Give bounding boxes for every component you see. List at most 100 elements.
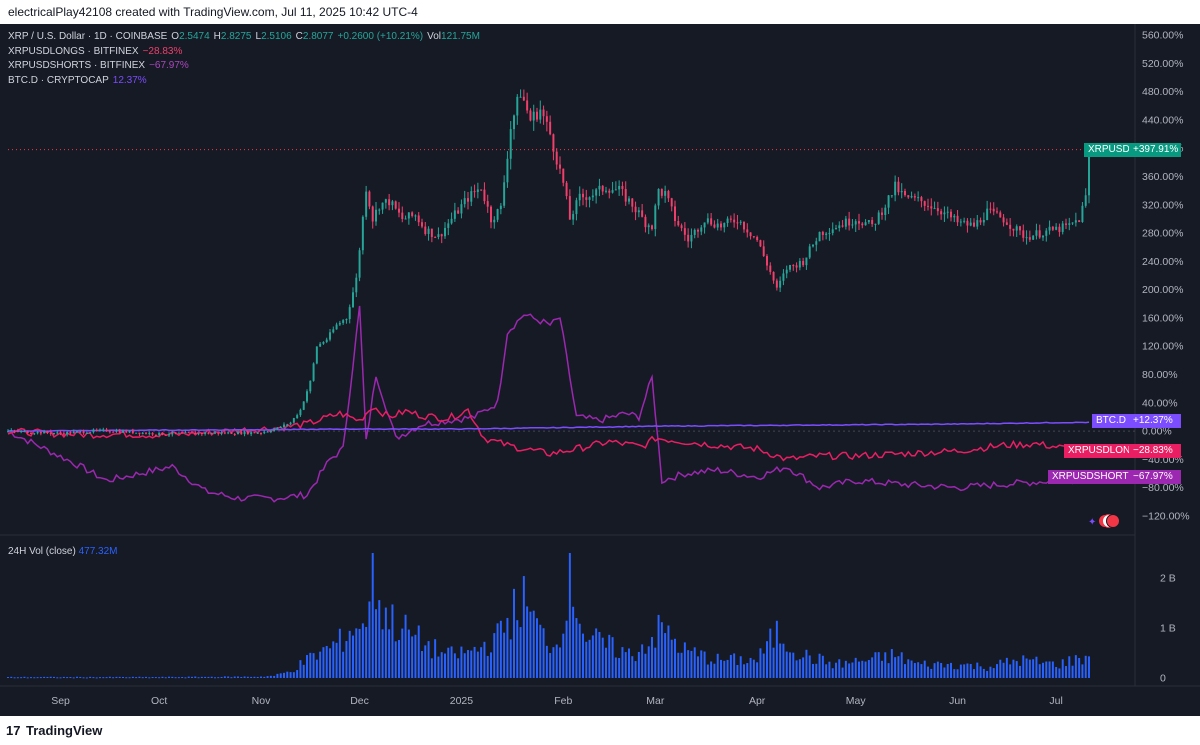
volume-bar bbox=[174, 677, 177, 679]
candle bbox=[1028, 237, 1031, 240]
volume-bar bbox=[1038, 664, 1041, 678]
tag-btcd-name: BTC.D bbox=[1092, 414, 1130, 428]
candle bbox=[851, 224, 854, 226]
volume-bar bbox=[1048, 661, 1051, 678]
candle bbox=[463, 198, 466, 205]
chart-frame[interactable]: 560.00%520.00%480.00%440.00%400.00%360.0… bbox=[0, 24, 1200, 716]
volume-legend[interactable]: 24H Vol (close) 477.32M bbox=[8, 546, 118, 557]
volume-bar bbox=[381, 629, 384, 678]
volume-bar bbox=[53, 676, 55, 678]
tradingview-logo[interactable]: 17 TradingView bbox=[6, 723, 102, 738]
volume-legend-name: 24H Vol (close) bbox=[8, 546, 76, 557]
volume-bar bbox=[621, 647, 624, 678]
volume-legend-value: 477.32M bbox=[78, 546, 118, 557]
volume-bar bbox=[506, 617, 509, 678]
volume-bar bbox=[953, 669, 956, 678]
candle bbox=[907, 195, 910, 198]
candle bbox=[36, 431, 39, 434]
candle bbox=[276, 427, 279, 430]
candle bbox=[897, 181, 900, 193]
candle bbox=[348, 307, 351, 320]
volume-bar bbox=[375, 609, 377, 678]
volume-bar bbox=[568, 553, 571, 678]
flags-icon[interactable]: ✦ bbox=[1088, 514, 1120, 528]
candle bbox=[802, 260, 805, 266]
candle bbox=[545, 116, 548, 122]
legend-change: +0.2600 (+10.21%) bbox=[337, 31, 424, 42]
volume-bar bbox=[723, 660, 726, 678]
candle bbox=[490, 206, 492, 223]
volume-bar bbox=[601, 637, 604, 678]
candle bbox=[174, 432, 177, 434]
volume-bar bbox=[509, 639, 512, 678]
volume-bar bbox=[421, 650, 423, 678]
candle bbox=[943, 212, 946, 215]
volume-bar bbox=[20, 677, 23, 679]
volume-bar bbox=[802, 657, 805, 678]
candle bbox=[677, 220, 680, 226]
candle bbox=[973, 222, 975, 227]
volume-bar bbox=[444, 653, 446, 678]
volume-bar bbox=[749, 657, 752, 678]
volume-bar bbox=[572, 606, 575, 678]
legend-symbol: XRP / U.S. Dollar · 1D · COINBASE bbox=[8, 31, 168, 42]
volume-bar bbox=[138, 676, 141, 678]
volume-bar bbox=[319, 651, 322, 678]
legend-close: 2.8077 bbox=[302, 31, 334, 42]
volume-bar bbox=[591, 635, 594, 678]
volume-bar bbox=[812, 663, 814, 678]
volume-bar bbox=[923, 660, 926, 678]
candle bbox=[789, 265, 791, 270]
candle bbox=[982, 220, 985, 223]
volume-bar bbox=[394, 641, 397, 678]
volume-bar bbox=[637, 651, 640, 678]
candle bbox=[503, 182, 506, 206]
header-bar: electricalPlay42108 created with Trading… bbox=[0, 0, 1200, 24]
volume-bar bbox=[874, 652, 877, 678]
volume-bar bbox=[545, 645, 548, 678]
tradingview-logo-icon: 17 bbox=[6, 723, 21, 738]
candle bbox=[667, 191, 670, 199]
volume-bar bbox=[989, 666, 992, 678]
candle bbox=[611, 190, 614, 193]
volume-bar bbox=[69, 676, 72, 678]
candle bbox=[996, 211, 998, 213]
volume-bar bbox=[253, 676, 256, 678]
legend-main[interactable]: XRP / U.S. Dollar · 1D · COINBASE O2.5474… bbox=[8, 30, 484, 45]
candle bbox=[1009, 224, 1012, 229]
candle bbox=[394, 201, 397, 209]
candle bbox=[338, 322, 341, 325]
candle bbox=[634, 206, 637, 213]
candle bbox=[158, 432, 161, 435]
volume-bar bbox=[503, 632, 506, 678]
volume-bar bbox=[62, 676, 65, 678]
legend-btcd[interactable]: BTC.D · CRYPTOCAP 12.37% bbox=[8, 74, 484, 89]
candle bbox=[956, 215, 959, 223]
volume-bar bbox=[729, 654, 732, 678]
y-tick-label: −80.00% bbox=[1142, 482, 1184, 494]
candle bbox=[572, 214, 575, 220]
candle bbox=[549, 121, 552, 135]
volume-bar bbox=[851, 662, 854, 678]
volume-bar bbox=[654, 647, 657, 678]
chart-canvas[interactable]: 560.00%520.00%480.00%440.00%400.00%360.0… bbox=[0, 24, 1200, 716]
candle bbox=[473, 191, 476, 193]
candle bbox=[713, 224, 716, 228]
legend-shorts[interactable]: XRPUSDSHORTS · BITFINEX −67.97% bbox=[8, 59, 484, 74]
volume-bar bbox=[358, 628, 361, 678]
volume-bar bbox=[355, 628, 358, 678]
volume-bar bbox=[700, 650, 703, 678]
candle bbox=[697, 229, 699, 232]
legend-longs[interactable]: XRPUSDLONGS · BITFINEX −28.83% bbox=[8, 45, 484, 60]
candle bbox=[585, 197, 588, 200]
volume-bar bbox=[23, 676, 26, 678]
candle bbox=[690, 234, 693, 242]
volume-bar bbox=[30, 677, 32, 679]
candle bbox=[936, 208, 939, 212]
volume-bar bbox=[92, 677, 95, 679]
volume-bar bbox=[582, 633, 584, 678]
volume-bar bbox=[894, 657, 897, 678]
volume-bar bbox=[897, 656, 900, 678]
volume-bar bbox=[693, 647, 696, 678]
candle bbox=[437, 234, 440, 237]
